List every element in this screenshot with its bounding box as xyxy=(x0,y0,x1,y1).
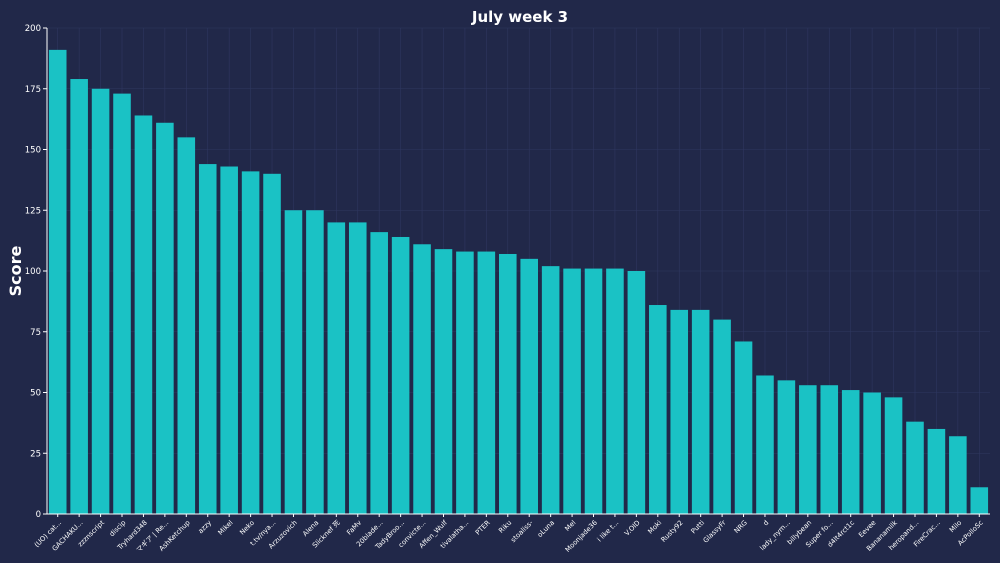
x-tick-label: azzy xyxy=(197,519,213,535)
bar xyxy=(48,49,67,515)
y-tick-label: 200 xyxy=(25,24,41,34)
bar xyxy=(863,392,881,514)
y-axis-label: Score xyxy=(6,245,25,296)
x-tick-label: Putti xyxy=(689,519,706,536)
bar xyxy=(498,253,517,515)
x-tick-label: Alena xyxy=(301,519,320,538)
x-tick-label: Rusty92 xyxy=(659,519,684,544)
x-tick-label: Riku xyxy=(497,519,513,535)
bar xyxy=(563,268,581,514)
x-tick-label: FaMv xyxy=(345,519,363,537)
x-tick-label: GlassyFr xyxy=(702,519,728,545)
bar xyxy=(884,397,903,514)
bar xyxy=(477,251,496,514)
bar xyxy=(949,436,967,514)
x-tick-label: Eevee xyxy=(857,519,877,539)
bar xyxy=(734,341,753,514)
bar xyxy=(906,421,924,514)
bars-layer xyxy=(48,49,989,515)
y-tick-label: 0 xyxy=(36,510,41,520)
bar xyxy=(670,309,689,514)
x-tick-label: PTER xyxy=(474,519,492,537)
bar xyxy=(241,171,260,514)
bar xyxy=(413,244,431,514)
bar xyxy=(113,93,131,515)
y-tick-label: 100 xyxy=(25,267,41,277)
x-ticks: (UO) cat...GACHAKU...zzznscript discipTry… xyxy=(33,514,985,554)
x-tick-label: Moki xyxy=(646,519,663,536)
x-tick-label: Mikel xyxy=(217,519,235,537)
bar xyxy=(649,305,667,514)
x-tick-label: Neko xyxy=(238,519,256,537)
bar xyxy=(91,88,110,514)
bar xyxy=(306,210,324,514)
bar xyxy=(220,166,238,514)
y-tick-label: 25 xyxy=(30,449,41,459)
y-tick-label: 75 xyxy=(30,328,41,338)
bar xyxy=(756,375,774,514)
bar xyxy=(284,210,303,514)
x-tick-label: V.OID xyxy=(623,519,642,538)
x-tick-label: stoaliss- xyxy=(509,518,535,544)
x-tick-label: Mel xyxy=(563,519,577,533)
bar xyxy=(606,268,624,514)
bar xyxy=(777,380,796,514)
bar xyxy=(520,258,539,514)
bar xyxy=(263,173,281,515)
bar xyxy=(391,236,410,515)
bar xyxy=(456,251,474,514)
bar xyxy=(541,266,560,514)
bar xyxy=(70,79,88,514)
bar xyxy=(691,309,710,514)
bar xyxy=(584,268,603,514)
x-tick-label: oLuna xyxy=(536,519,556,539)
bar xyxy=(327,222,346,514)
y-tick-label: 125 xyxy=(25,206,41,216)
bar xyxy=(820,385,839,514)
y-tick-label: 50 xyxy=(30,389,41,399)
bar xyxy=(348,222,367,514)
bar xyxy=(434,249,453,514)
y-tick-label: 150 xyxy=(25,146,41,156)
x-tick-label: NRG xyxy=(733,519,749,535)
x-tick-label: discip xyxy=(108,519,128,539)
bar xyxy=(198,164,217,514)
chart-title: July week 3 xyxy=(471,8,568,26)
bar xyxy=(177,137,196,514)
bar xyxy=(841,390,860,514)
bar xyxy=(627,271,646,514)
bar xyxy=(370,232,388,514)
x-tick-label: Milo xyxy=(948,519,963,534)
y-tick-label: 175 xyxy=(25,85,41,95)
bar xyxy=(799,385,817,514)
bar xyxy=(713,319,731,514)
bar xyxy=(970,487,989,514)
bar xyxy=(156,122,174,515)
bar xyxy=(134,115,153,514)
y-ticks: 0 25 50 75 100 125 150 175 200 xyxy=(25,24,47,520)
x-tick-label: i like t... xyxy=(596,519,621,544)
bar xyxy=(927,428,946,514)
x-tick-label: d xyxy=(762,519,771,528)
